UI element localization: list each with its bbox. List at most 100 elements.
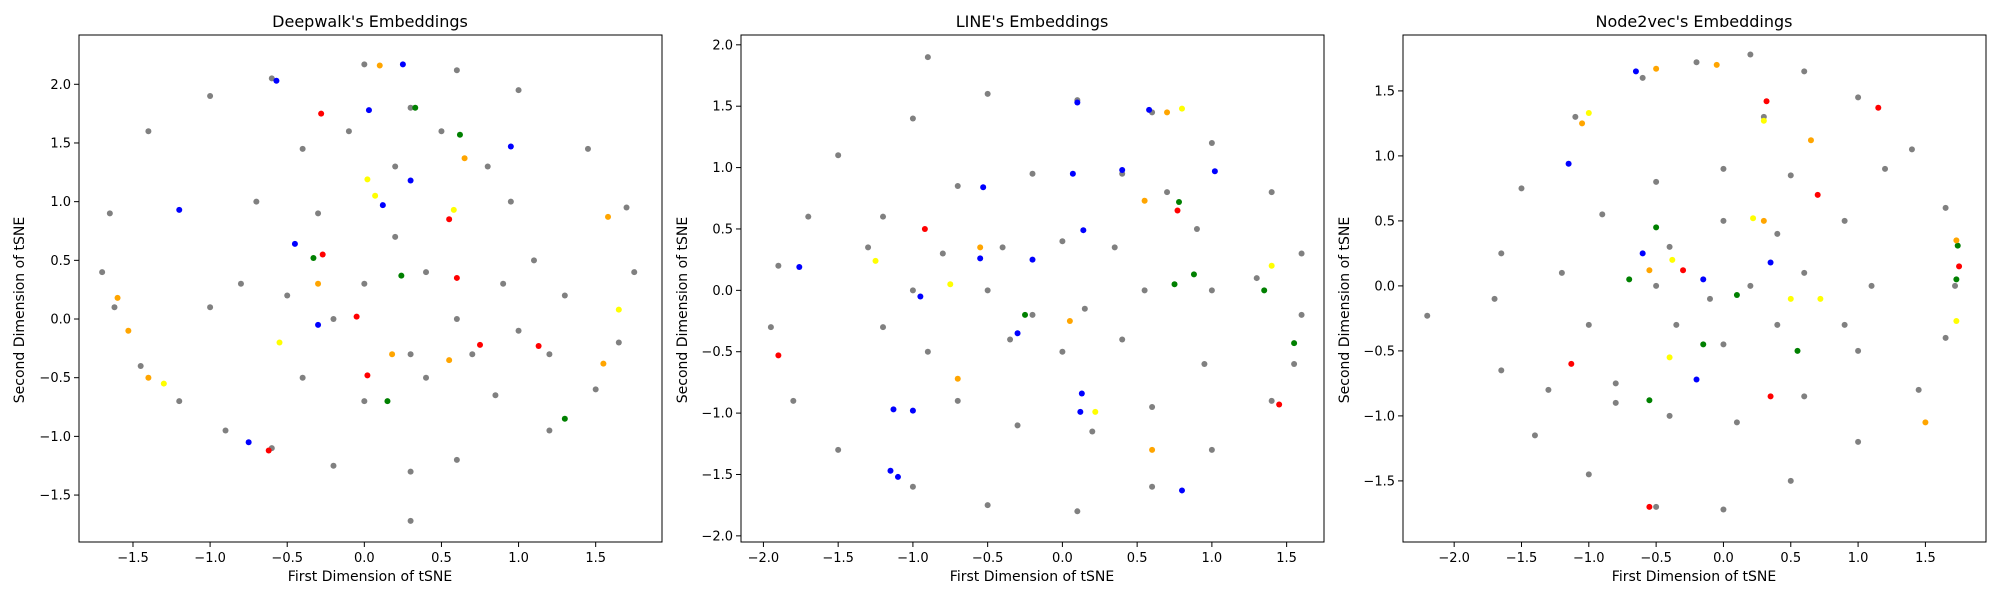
scatter-point <box>1693 59 1700 66</box>
scatter-point <box>1014 422 1021 429</box>
y-tick-label: 2.0 <box>712 38 733 53</box>
scatter-point <box>954 375 961 382</box>
scatter-point <box>1693 376 1700 383</box>
y-tick-label: −1.0 <box>1363 409 1395 424</box>
scatter-point <box>1089 428 1096 435</box>
scatter-point <box>1175 198 1182 205</box>
scatter-point <box>1666 412 1673 419</box>
scatter-point <box>561 292 568 299</box>
scatter-point <box>407 104 414 111</box>
scatter-point <box>1171 281 1178 288</box>
scatter-point <box>1953 237 1960 244</box>
scatter-point <box>389 351 396 358</box>
x-tick-label: −2.0 <box>748 551 780 566</box>
scatter-point <box>330 316 337 323</box>
scatter-point <box>980 184 987 191</box>
scatter-point <box>909 287 916 294</box>
y-tick-label: −1.5 <box>39 489 71 504</box>
scatter-point <box>114 294 121 301</box>
scatter-point <box>237 280 244 287</box>
scatter-point <box>1733 419 1740 426</box>
scatter-point <box>1817 295 1824 302</box>
x-tick-label: −2.0 <box>1438 551 1470 566</box>
scatter-point <box>364 176 371 183</box>
scatter-point <box>977 255 984 262</box>
scatter-point <box>1164 189 1171 196</box>
scatter-point <box>1653 282 1660 289</box>
x-tick-label: 0.5 <box>1780 551 1801 566</box>
scatter-point <box>1706 295 1713 302</box>
panel-node2vec: Node2vec's Embeddings First Dimension of… <box>1337 12 1987 585</box>
scatter-point <box>1146 106 1153 113</box>
scatter-point <box>106 210 113 217</box>
scatter-point <box>1007 336 1014 343</box>
scatter-point <box>268 75 275 82</box>
scatter-point <box>1953 318 1960 324</box>
y-axis-label: Second Dimension of tSNE <box>675 217 691 403</box>
scatter-point <box>584 145 591 152</box>
scatter-points <box>99 61 638 524</box>
scatter-point <box>1760 217 1767 224</box>
scatter-point <box>1208 446 1215 453</box>
x-tick-label: 1.0 <box>1202 551 1223 566</box>
scatter-point <box>1952 282 1959 289</box>
scatter-point <box>890 406 897 413</box>
scatter-point <box>384 398 391 405</box>
axis-ticks: −1.5 −1.0 −0.5 0.0 0.5 1.0 1.5 −1.5 −1.0 −0.5 0.0 0… <box>39 78 606 566</box>
scatter-point <box>1164 109 1171 116</box>
scatter-point <box>1201 360 1208 367</box>
y-tick-label: −1.0 <box>39 430 71 445</box>
scatter-point <box>1424 312 1431 319</box>
scatter-point <box>1149 403 1156 410</box>
scatter-point <box>880 324 887 331</box>
scatter-point <box>615 339 622 346</box>
scatter-point <box>1733 292 1740 298</box>
scatter-point <box>376 62 383 69</box>
scatter-point <box>412 104 419 111</box>
scatter-point <box>276 339 283 346</box>
scatter-point <box>1111 244 1118 251</box>
scatter-point <box>1646 397 1653 404</box>
scatter-point <box>1585 321 1592 328</box>
x-tick-label: 0.5 <box>431 551 452 566</box>
scatter-point <box>1666 243 1673 250</box>
x-tick-label: −1.0 <box>1573 551 1605 566</box>
scatter-point <box>1077 408 1084 415</box>
scatter-point <box>1646 503 1653 510</box>
scatter-point <box>1261 287 1268 294</box>
scatter-point <box>407 177 414 184</box>
scatter-point <box>1029 311 1036 318</box>
scatter-point <box>1211 168 1218 175</box>
scatter-point <box>1639 74 1646 81</box>
scatter-point <box>1814 191 1821 198</box>
x-tick-label: −0.5 <box>271 551 303 566</box>
scatter-point <box>909 115 916 122</box>
scatter-point <box>880 213 887 220</box>
scatter-point <box>284 292 291 299</box>
x-axis-label: First Dimension of tSNE <box>950 569 1114 585</box>
scatter-point <box>1612 399 1619 406</box>
scatter-points <box>1424 51 1963 513</box>
scatter-point <box>1700 341 1707 348</box>
scatter-point <box>775 352 782 359</box>
scatter-point <box>1119 167 1126 174</box>
scatter-point <box>805 213 812 220</box>
scatter-point <box>453 456 460 463</box>
plot-frame <box>78 34 663 543</box>
scatter-point <box>767 324 774 331</box>
panel-deepwalk: Deepwalk's Embeddings First Dimension of… <box>12 12 663 585</box>
scatter-point <box>111 304 118 311</box>
y-axis-label: Second Dimension of tSNE <box>12 217 28 403</box>
scatter-point <box>984 90 991 97</box>
x-axis-label: First Dimension of tSNE <box>1612 569 1776 585</box>
scatter-point <box>315 210 322 217</box>
scatter-point <box>407 468 414 475</box>
y-axis-label: Second Dimension of tSNE <box>1337 217 1353 403</box>
scatter-point <box>1787 477 1794 484</box>
scatter-point <box>1763 98 1770 105</box>
y-tick-label: 0.5 <box>712 222 733 237</box>
scatter-point <box>790 397 797 404</box>
x-tick-label: 1.5 <box>1276 551 1297 566</box>
x-tick-label: 1.5 <box>585 551 606 566</box>
scatter-point <box>1767 259 1774 266</box>
